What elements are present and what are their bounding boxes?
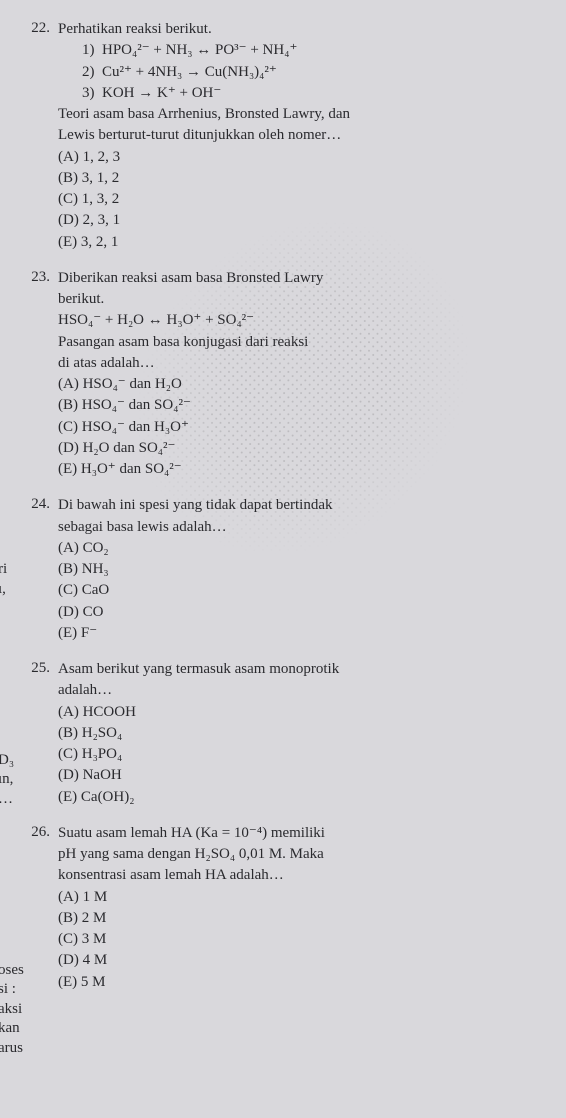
q23-post1: Pasangan asam basa konjugasi dari reaksi [58, 332, 538, 352]
q23-opt-c: (C) HSO₄⁻ dan H₃O⁺ [58, 417, 538, 437]
q26-stem3: konsentrasi asam lemah HA adalah… [58, 865, 538, 885]
q24-opt-c: (C) CaO [58, 580, 538, 600]
frag-i: kan [0, 1020, 20, 1036]
q22-r2: Cu²⁺ + 4NH₃ → Cu(NH₃)₄²⁺ [102, 64, 277, 80]
frag-f: oses [0, 962, 24, 978]
q26-opt-d: (D) 4 M [58, 950, 538, 970]
q26-stem2: pH yang sama dengan H₂SO₄ 0,01 M. Maka [58, 844, 538, 864]
frag-b: ı, [0, 581, 6, 597]
q26-opt-e: (E) 5 M [58, 972, 538, 992]
q22-opt-b: (B) 3, 1, 2 [58, 168, 538, 188]
q22-opt-a: (A) 1, 2, 3 [58, 147, 538, 167]
frag-a: ri [0, 561, 7, 577]
left-edge-fragments: ri ı, D₃ ın, … oses si : aksi kan arus [0, 0, 18, 1118]
question-23: 23. Diberikan reaksi asam basa Bronsted … [0, 267, 548, 481]
q23-stem2: berikut. [58, 289, 538, 309]
page-content: 22. Perhatikan reaksi berikut. 1) HPO₄²⁻… [0, 0, 566, 1025]
question-24: 24. Di bawah ini spesi yang tidak dapat … [0, 494, 548, 644]
frag-d: ın, [0, 771, 13, 787]
q22-opt-d: (D) 2, 3, 1 [58, 210, 538, 230]
q25-opt-b: (B) H₂SO₄ [58, 723, 538, 743]
q25-stem2: adalah… [58, 680, 538, 700]
q26-stem1: Suatu asam lemah HA (Ka = 10⁻⁴) memiliki [58, 823, 538, 843]
q24-opt-e: (E) F⁻ [58, 623, 538, 643]
q23-opt-e: (E) H₃O⁺ dan SO₄²⁻ [58, 459, 538, 479]
q22-post2: Lewis berturut-turut ditunjukkan oleh no… [58, 125, 538, 145]
q24-stem2: sebagai basa lewis adalah… [58, 517, 538, 537]
q23-eqn: HSO₄⁻ + H₂O ↔ H₃O⁺ + SO₄²⁻ [58, 310, 538, 330]
q22-r2-label: 2) [82, 64, 95, 80]
q22-stem: Perhatikan reaksi berikut. [58, 19, 538, 39]
q22-r1-label: 1) [82, 42, 95, 58]
q24-opt-d: (D) CO [58, 602, 538, 622]
q22-r3: KOH → K⁺ + OH⁻ [102, 85, 221, 101]
question-26: 26. Suatu asam lemah HA (Ka = 10⁻⁴) memi… [0, 822, 548, 993]
q25-opt-d: (D) NaOH [58, 765, 538, 785]
frag-h: aksi [0, 1001, 22, 1017]
frag-e: … [0, 791, 13, 807]
q22-r3-label: 3) [82, 85, 95, 101]
q26-opt-b: (B) 2 M [58, 908, 538, 928]
q22-post1: Teori asam basa Arrhenius, Bronsted Lawr… [58, 104, 538, 124]
q26-opt-c: (C) 3 M [58, 929, 538, 949]
q23-opt-b: (B) HSO₄⁻ dan SO₄²⁻ [58, 395, 538, 415]
q25-opt-a: (A) HCOOH [58, 702, 538, 722]
q24-opt-b: (B) NH₃ [58, 559, 538, 579]
q25-opt-c: (C) H₃PO₄ [58, 744, 538, 764]
question-22: 22. Perhatikan reaksi berikut. 1) HPO₄²⁻… [0, 18, 548, 253]
q24-opt-a: (A) CO₂ [58, 538, 538, 558]
question-25: 25. Asam berikut yang termasuk asam mono… [0, 658, 548, 808]
frag-c: D₃ [0, 752, 14, 768]
q26-opt-a: (A) 1 M [58, 887, 538, 907]
q22-opt-c: (C) 1, 3, 2 [58, 189, 538, 209]
q24-stem1: Di bawah ini spesi yang tidak dapat bert… [58, 495, 538, 515]
q25-opt-e: (E) Ca(OH)₂ [58, 787, 538, 807]
frag-g: si : [0, 981, 16, 997]
q23-opt-d: (D) H₂O dan SO₄²⁻ [58, 438, 538, 458]
q23-post2: di atas adalah… [58, 353, 538, 373]
q22-r1: HPO₄²⁻ + NH₃ ↔ PO³⁻ + NH₄⁺ [102, 42, 297, 58]
q23-opt-a: (A) HSO₄⁻ dan H₂O [58, 374, 538, 394]
q25-stem1: Asam berikut yang termasuk asam monoprot… [58, 659, 538, 679]
q23-stem1: Diberikan reaksi asam basa Bronsted Lawr… [58, 268, 538, 288]
q22-opt-e: (E) 3, 2, 1 [58, 232, 538, 252]
frag-j: arus [0, 1040, 23, 1056]
